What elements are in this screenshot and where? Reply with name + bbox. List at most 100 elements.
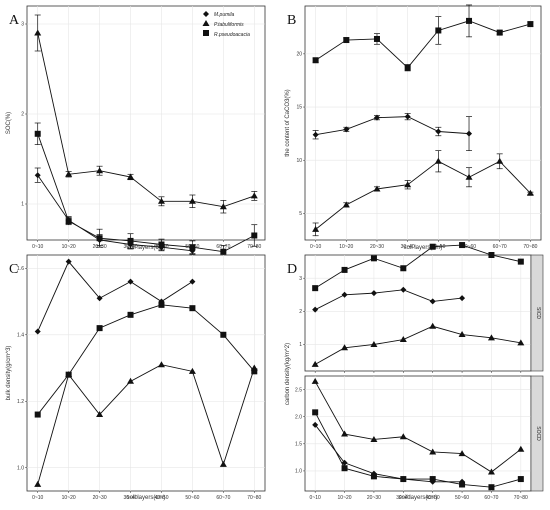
panel-letter-a: A (9, 13, 20, 28)
data-point (341, 465, 348, 472)
data-point (34, 130, 41, 137)
x-tick-label: 10~20 (338, 495, 352, 501)
data-point (400, 265, 407, 272)
series-p-tabuliformis (311, 322, 525, 367)
x-axis-label: soil layers(cm) (399, 495, 438, 501)
legend-marker-triangle (202, 20, 210, 26)
x-tick-label: 30~40 (396, 495, 410, 501)
data-point (466, 130, 473, 137)
x-axis-label: soil layers(cm) (404, 245, 443, 251)
data-point (404, 64, 411, 71)
series-line (314, 244, 521, 289)
data-point (370, 255, 377, 262)
data-point (312, 131, 319, 138)
data-point (65, 258, 72, 265)
panel-a: 1230~1010~2020~3030~4040~5050~6060~7070~… (6, 5, 266, 259)
series-line (37, 32, 255, 208)
legend-item-r-pseudoacacia: R.pseudoacacia (203, 30, 250, 38)
series-line (314, 381, 522, 473)
data-point (219, 203, 227, 210)
data-point (434, 157, 442, 164)
data-point (459, 295, 466, 302)
series-line (37, 174, 193, 252)
data-point (250, 192, 258, 199)
x-tick-label: 50~60 (455, 495, 469, 501)
x-tick-label: 50~60 (185, 495, 199, 501)
data-point (370, 340, 378, 347)
legend: M.pumila P.tabuliformis R.pseudoacacia (202, 11, 250, 38)
data-point (517, 339, 525, 346)
data-point (429, 243, 436, 250)
x-tick-label: 20~30 (370, 244, 384, 250)
data-point (188, 367, 196, 374)
legend-marker-square (203, 30, 209, 36)
x-tick-label: 10~20 (62, 495, 76, 501)
facet-strip-label: SICD (535, 307, 541, 319)
data-point (34, 328, 41, 335)
data-point (435, 27, 442, 34)
data-point (527, 21, 534, 28)
plot-area (304, 254, 532, 372)
series-r-pseudoacacia (312, 409, 524, 491)
data-point (65, 218, 72, 225)
y-tick-label: 1 (21, 202, 24, 208)
series-p-tabuliformis (34, 14, 258, 214)
data-point (251, 232, 258, 239)
legend-item-p-tabuliformis: P.tabuliformis (202, 20, 244, 28)
data-point (517, 258, 524, 265)
data-point (311, 360, 319, 367)
plot-area (304, 375, 532, 492)
legend-item-m-pumila: M.pumila (203, 11, 235, 18)
series-line (37, 260, 193, 332)
legend-label: R.pseudoacacia (214, 32, 250, 38)
series-p-tabuliformis (311, 377, 525, 475)
data-point (312, 285, 319, 292)
y-tick-label: 1.0 (295, 469, 302, 475)
data-point (399, 336, 407, 343)
panel-c: 1.0 1.2 1.4 1.6 0~10 10~20 20~30 30~40 40~50 50~6… (6, 254, 266, 501)
y-tick-label: 3 (21, 22, 24, 28)
data-point (96, 167, 104, 174)
data-point (373, 35, 380, 42)
series-line (37, 364, 255, 485)
y-tick-label: 2.0 (295, 414, 302, 420)
data-point (220, 248, 227, 255)
x-tick-label: 60~70 (493, 244, 507, 250)
y-tick-label: 2.5 (295, 387, 302, 393)
data-point (370, 435, 378, 442)
data-point (96, 295, 103, 302)
panel-letter-b: B (287, 13, 296, 28)
x-tick-label: 60~70 (484, 495, 498, 501)
x-tick-label: 10~20 (339, 244, 353, 250)
x-tick-label: 30~40 (401, 244, 415, 250)
data-point (157, 197, 165, 204)
series-p-tabuliformis (34, 361, 258, 487)
data-point (373, 114, 380, 121)
data-point (400, 286, 407, 293)
plot-area (26, 5, 266, 241)
series-r-pseudoacacia (312, 4, 534, 72)
data-point (312, 225, 320, 232)
y-tick-label: 10 (296, 158, 302, 164)
series-line (37, 304, 255, 415)
panel-letter-d: D (287, 262, 297, 277)
data-point (65, 170, 73, 177)
series-m-pumila (34, 258, 196, 335)
x-tick-label: 0~10 (32, 244, 43, 250)
series-line (314, 289, 463, 311)
y-tick-label: 20 (296, 52, 302, 58)
data-point (488, 484, 495, 491)
data-point (127, 377, 135, 384)
y-axis-label: the content of CaCO3(%) (285, 89, 291, 156)
data-point (189, 278, 196, 285)
x-tick-label: 70~80 (523, 244, 537, 250)
series-m-pumila (312, 113, 473, 152)
y-tick-label: 2 (299, 309, 302, 315)
data-point (157, 361, 165, 368)
y-tick-label: 1.2 (17, 399, 24, 405)
legend-marker-circle (203, 11, 209, 17)
data-point (311, 377, 319, 384)
series-line (315, 116, 470, 136)
data-point (219, 460, 227, 467)
